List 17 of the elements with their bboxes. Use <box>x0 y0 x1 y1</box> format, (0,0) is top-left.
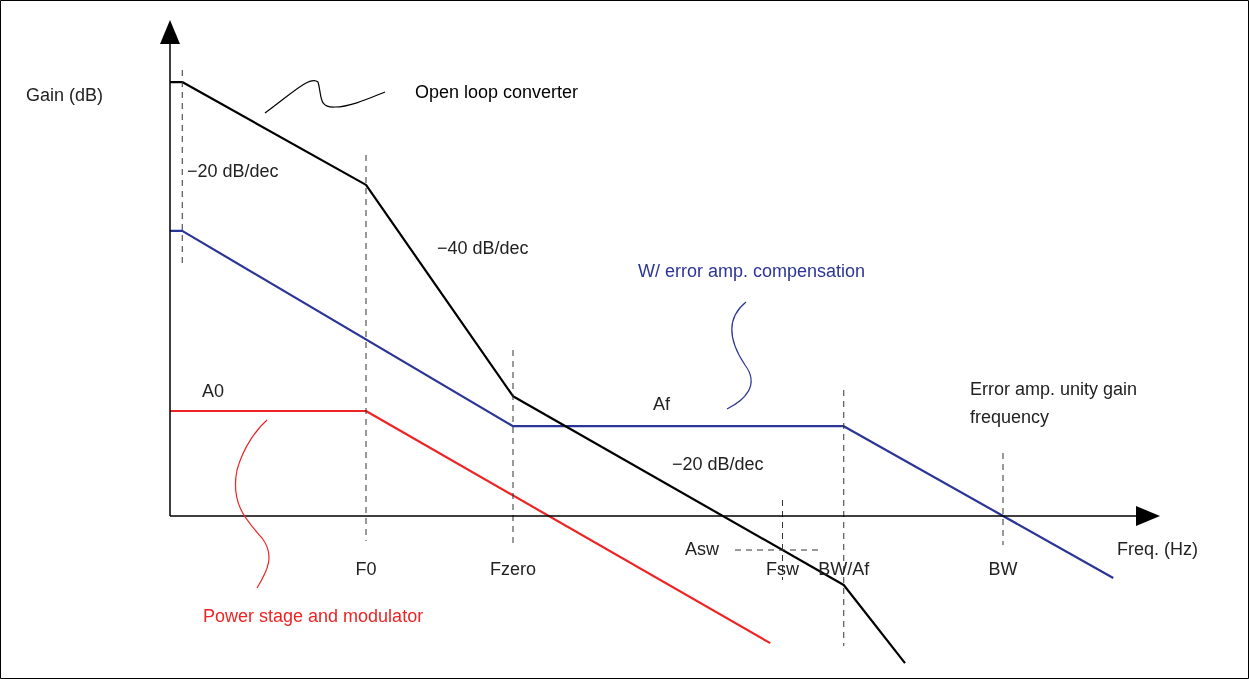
annotation: −20 dB/dec <box>187 160 279 181</box>
x-axis-title: Freq. (Hz) <box>1117 538 1198 559</box>
x-tick-label: F0 <box>355 558 377 579</box>
annotation: Asw <box>685 538 721 559</box>
annotation: −20 dB/dec <box>672 453 764 474</box>
x-tick-label: BW/Af <box>818 558 871 579</box>
text: Power stage and modulator <box>203 605 424 626</box>
y-axis-title: Gain (dB) <box>26 85 104 106</box>
annotation: −40 dB/dec <box>437 237 529 258</box>
x-tick-label: BW <box>988 558 1018 579</box>
annotation: A0 <box>202 380 225 401</box>
x-tick-label: Fzero <box>489 558 537 579</box>
x-tick-label: Fsw <box>766 558 800 579</box>
annotation: Af <box>653 393 672 414</box>
text: W/ error amp. compensation <box>638 261 866 282</box>
text: Open loop converter <box>415 82 579 103</box>
annotation: Error amp. unity gain frequency <box>970 378 1138 427</box>
